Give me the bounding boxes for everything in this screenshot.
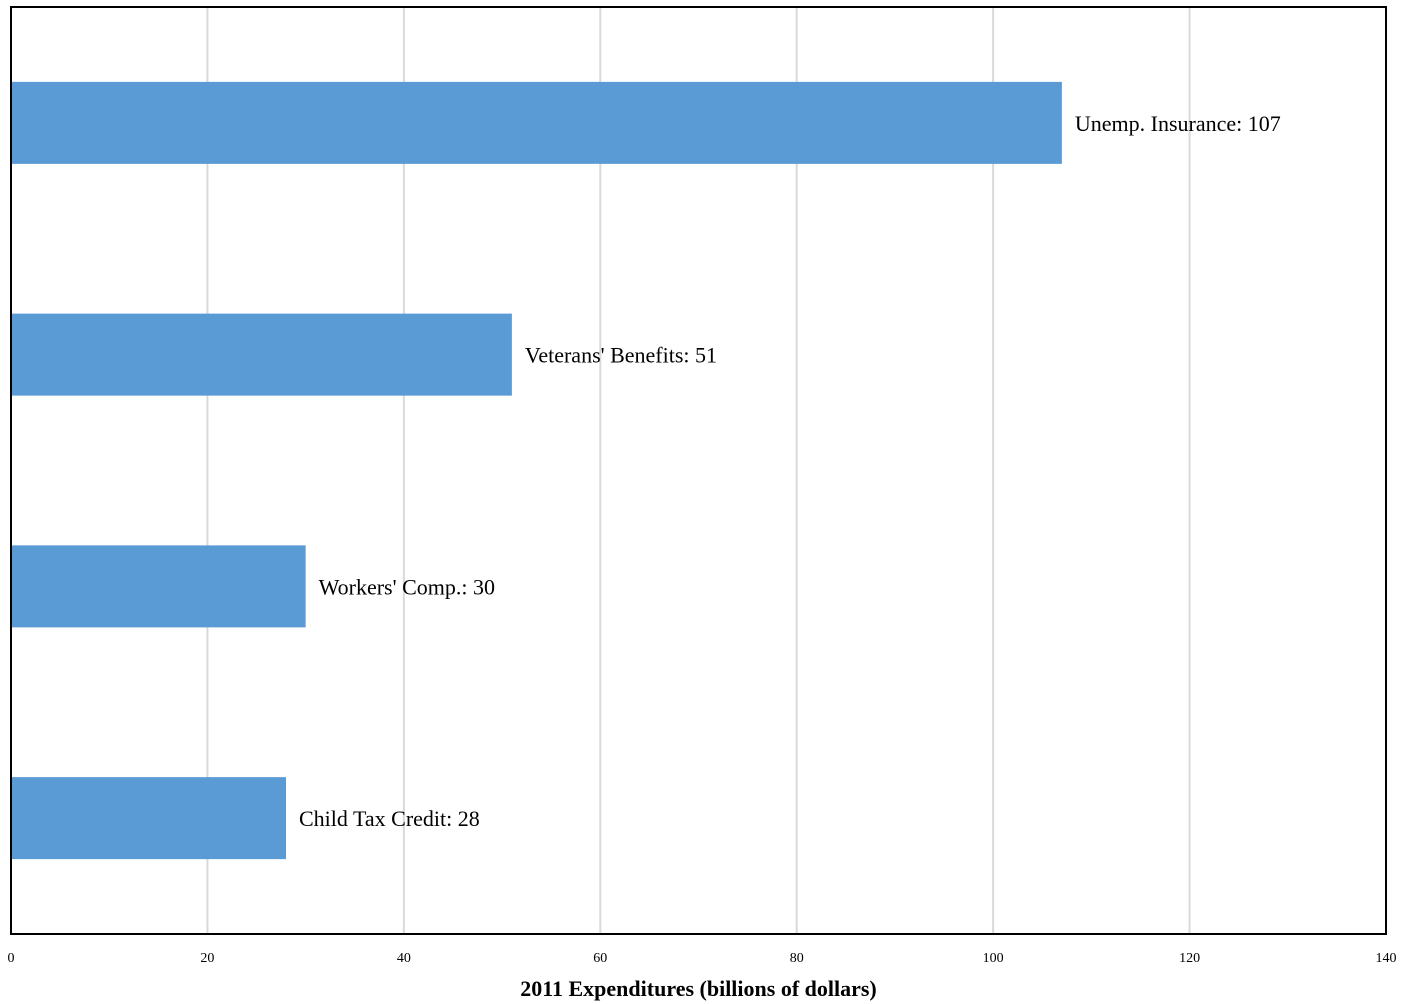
- data-labels: Unemp. Insurance: 107 Veterans' Benefits:…: [299, 111, 1281, 831]
- x-tick-label: 120: [1179, 951, 1200, 966]
- bar: [11, 777, 286, 860]
- x-tick-label: 0: [8, 951, 15, 966]
- bar: [11, 313, 512, 396]
- bar-data-label: Unemp. Insurance: 107: [1075, 111, 1281, 136]
- x-tick-label: 100: [983, 951, 1004, 966]
- bar-data-label: Child Tax Credit: 28: [299, 806, 480, 831]
- plot-frame: [10, 6, 1387, 935]
- bar-data-label: Workers' Comp.: 30: [319, 574, 495, 599]
- x-tick-label: 20: [200, 951, 214, 966]
- bar: [11, 545, 306, 628]
- bars: [11, 81, 1062, 860]
- bar: [11, 81, 1062, 164]
- x-axis-ticks: 0 20 40 60 80 100 120 140: [8, 951, 1397, 966]
- x-tick-label: 40: [397, 951, 411, 966]
- x-tick-label: 60: [593, 951, 607, 966]
- bar-data-label: Veterans' Benefits: 51: [525, 343, 717, 368]
- x-tick-label: 80: [790, 951, 804, 966]
- x-tick-label: 140: [1376, 951, 1397, 966]
- x-axis-title: 2011 Expenditures (billions of dollars): [520, 976, 877, 1001]
